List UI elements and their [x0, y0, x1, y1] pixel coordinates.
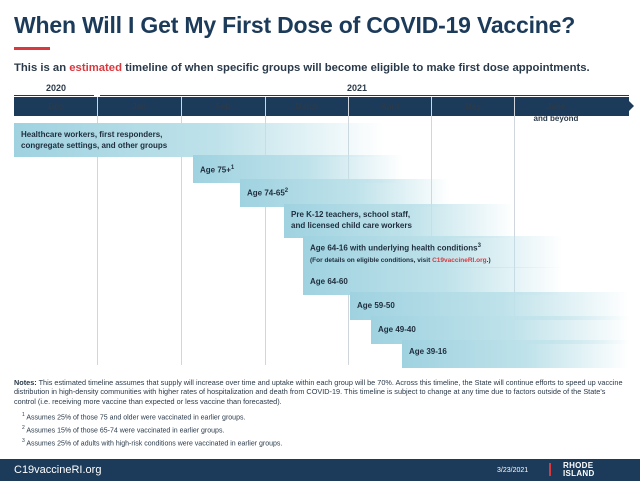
subtitle-pre: This is an [14, 62, 70, 74]
logo-line1: RHODE [563, 461, 594, 470]
month-divider [265, 97, 266, 365]
group-label-text: Age 74-65 [247, 188, 285, 198]
group-label-text: Age 64-16 with underlying health conditi… [310, 243, 478, 253]
group-label-teachers: Pre K-12 teachers, school staff, and lice… [291, 209, 412, 231]
subtitle-post: timeline of when specific groups will be… [122, 62, 590, 74]
footnote-2: 2 Assumes 15% of those 65-74 were vaccin… [22, 425, 224, 434]
group-label-line1: Healthcare workers, first responders, [21, 130, 163, 139]
notes-label: Notes: [14, 378, 37, 387]
month-june: June and beyond [515, 101, 597, 125]
group-label-healthcare: Healthcare workers, first responders, con… [21, 129, 167, 151]
footnote-text: Assumes 25% of those 75 and older were v… [24, 414, 246, 422]
month-divider [181, 97, 182, 365]
footnote-text: Assumes 15% of those 65-74 were vaccinat… [24, 427, 225, 435]
subtitle-highlight: estimated [69, 62, 122, 74]
month-june-label: June [546, 102, 566, 111]
group-label-line1: Pre K-12 teachers, school staff, [291, 210, 411, 219]
group-label-underlying-conditions: Age 64-16 with underlying health conditi… [310, 241, 491, 266]
group-bar-healthcare [14, 123, 384, 157]
footnote-ref: 2 [284, 188, 289, 194]
group-note: (For details on eligible conditions, vis… [310, 257, 491, 264]
group-bar-underlying-conditions [303, 236, 563, 268]
year-2020-label: 2020 [46, 83, 67, 93]
footer-bar [0, 459, 640, 481]
group-label-age-39-16: Age 39-16 [409, 347, 447, 356]
group-label-text: Age 75+ [200, 165, 231, 175]
footnote-ref: 3 [477, 243, 481, 249]
logo-line2: ISLAND [563, 469, 595, 478]
year-2021-label: 2021 [347, 83, 368, 93]
group-bar-age-74-65 [240, 179, 450, 207]
group-bar-age-75 [193, 155, 403, 183]
year-2020-rule [14, 95, 94, 96]
month-divider [514, 97, 515, 365]
footnote-number: 3 [22, 438, 25, 444]
group-bar-age-59-50 [350, 292, 629, 320]
footnote-text: Assumes 25% of adults with high-risk con… [24, 440, 283, 448]
group-label-age-75: Age 75+1 [200, 163, 234, 176]
note-text: (For details on eligible conditions, vis… [310, 256, 433, 264]
group-label-line2: and licensed child care workers [291, 221, 412, 230]
footnote-3: 3 Assumes 25% of adults with high-risk c… [22, 438, 282, 447]
rhode-island-logo: RHODE ISLAND [563, 462, 595, 478]
footer-divider [549, 463, 551, 476]
month-march: March [295, 102, 319, 111]
group-bar-age-64-60 [303, 267, 563, 295]
month-divider [97, 97, 98, 365]
footnote-number: 1 [22, 412, 25, 418]
month-dec: Dec [48, 102, 64, 111]
page-subtitle: This is an estimated timeline of when sp… [14, 62, 590, 74]
footnote-number: 2 [22, 425, 25, 431]
group-label-age-59-50: Age 59-50 [357, 301, 395, 310]
footnote-ref: 1 [230, 165, 235, 171]
footnote-1: 1 Assumes 25% of those 75 and older were… [22, 412, 245, 421]
group-bar-age-49-40 [371, 316, 629, 344]
month-jan: Jan [132, 102, 146, 111]
notes-text: This estimated timeline assumes that sup… [14, 378, 623, 406]
month-may: May [465, 102, 481, 111]
timeline-arrow-icon [625, 97, 634, 115]
month-june-sub: and beyond [533, 114, 579, 123]
footer-url-link[interactable]: C19vaccineRI.org [14, 464, 102, 476]
note-link[interactable]: C19vaccineRI.org [432, 256, 487, 264]
group-bar-age-39-16 [402, 340, 629, 368]
month-feb: Feb [215, 102, 231, 111]
notes-paragraph: Notes: This estimated timeline assumes t… [14, 378, 626, 406]
month-april: April [380, 102, 400, 111]
note-text-end: .) [486, 256, 491, 264]
month-header-band [14, 97, 629, 116]
year-2021-rule [100, 95, 629, 96]
group-label-age-64-60: Age 64-60 [310, 277, 348, 286]
group-bar-teachers [284, 204, 514, 238]
title-accent-rule [14, 47, 50, 50]
page-title: When Will I Get My First Dose of COVID-1… [14, 12, 576, 38]
group-label-age-49-40: Age 49-40 [378, 325, 416, 334]
group-label-line2: congregate settings, and other groups [21, 141, 168, 150]
footer-date: 3/23/2021 [497, 467, 529, 474]
group-label-age-74-65: Age 74-652 [247, 186, 288, 199]
